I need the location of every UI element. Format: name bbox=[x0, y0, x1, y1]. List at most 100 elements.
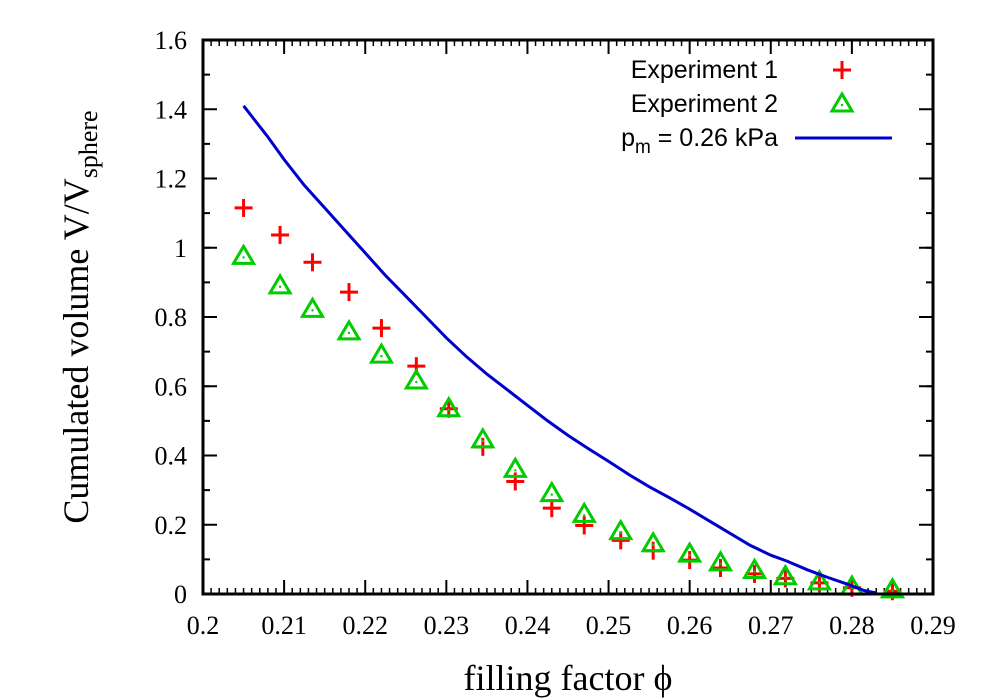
x-tick-label: 0.26 bbox=[667, 611, 713, 640]
plot-frame bbox=[201, 38, 935, 596]
y-axis-title: Cumulated volume V/Vsphere bbox=[56, 110, 103, 523]
x-tick-label: 0.27 bbox=[748, 611, 794, 640]
data-point-experiment-1 bbox=[234, 198, 253, 217]
x-axis-title-symbol: ϕ bbox=[653, 658, 672, 698]
data-point-experiment-1 bbox=[711, 559, 730, 578]
y-tick-label: 1.4 bbox=[155, 95, 188, 124]
model-curve bbox=[242, 104, 877, 595]
marker-dot bbox=[550, 493, 553, 496]
marker-dot bbox=[688, 553, 691, 557]
marker-dot bbox=[840, 103, 844, 107]
data-point-experiment-2 bbox=[470, 426, 496, 449]
marker-dot bbox=[447, 408, 450, 411]
marker-dot bbox=[719, 562, 722, 566]
marker-dot bbox=[784, 576, 787, 579]
marker-dot bbox=[380, 354, 383, 358]
y-axis-title-subscript: sphere bbox=[74, 110, 103, 178]
marker-dot bbox=[311, 309, 314, 312]
series-layer bbox=[230, 104, 906, 601]
marker-dot bbox=[891, 589, 894, 593]
marker-triangle bbox=[230, 243, 257, 265]
series-1 bbox=[234, 198, 902, 601]
marker-dot bbox=[514, 469, 517, 472]
marker-triangle bbox=[336, 318, 362, 341]
data-point-experiment-2 bbox=[403, 368, 429, 390]
x-tick-label: 0.22 bbox=[342, 611, 388, 640]
y-tick-label: 1.2 bbox=[155, 165, 188, 194]
legend-markers bbox=[795, 61, 892, 140]
marker-triangle bbox=[502, 456, 528, 478]
legend-label-experiment-2: Experiment 2 bbox=[631, 90, 778, 118]
legend-marker-experiment-1 bbox=[833, 61, 851, 79]
marker-triangle bbox=[470, 426, 496, 449]
data-point-experiment-1 bbox=[303, 253, 322, 272]
data-point-experiment-2 bbox=[230, 243, 257, 265]
y-tick-label: 1.6 bbox=[155, 26, 188, 55]
legend-marker-experiment-2 bbox=[829, 91, 855, 113]
x-axis-title: filling factor ϕ bbox=[464, 658, 673, 698]
data-point-experiment-2 bbox=[772, 563, 799, 586]
x-tick-label: 0.2 bbox=[187, 611, 220, 640]
data-point-experiment-2 bbox=[806, 568, 833, 591]
marker-dot bbox=[278, 285, 282, 289]
marker-dot bbox=[619, 531, 622, 534]
data-point-experiment-2 bbox=[571, 501, 597, 523]
marker-triangle bbox=[539, 480, 565, 503]
marker-triangle bbox=[368, 342, 395, 364]
data-point-experiment-1 bbox=[271, 225, 290, 244]
data-point-experiment-2 bbox=[368, 342, 395, 364]
marker-triangle bbox=[640, 530, 666, 553]
data-point-experiment-1 bbox=[745, 564, 764, 583]
data-point-experiment-1 bbox=[372, 319, 391, 338]
x-tick-label: 0.24 bbox=[505, 611, 551, 640]
x-axis-title-main: filling factor bbox=[464, 658, 654, 698]
marker-triangle bbox=[677, 541, 703, 563]
marker-triangle bbox=[772, 563, 799, 586]
data-point-experiment-2 bbox=[502, 456, 528, 478]
data-point-experiment-1 bbox=[611, 531, 630, 550]
data-point-experiment-2 bbox=[267, 272, 293, 295]
marker-dot bbox=[651, 543, 655, 546]
marker-triangle bbox=[608, 518, 634, 541]
marker-triangle bbox=[879, 576, 906, 599]
marker-triangle bbox=[829, 91, 855, 113]
data-point-experiment-2 bbox=[436, 395, 462, 418]
marker-triangle bbox=[436, 395, 462, 418]
y-tick-label: 0.6 bbox=[155, 372, 188, 401]
x-tick-label: 0.23 bbox=[424, 611, 470, 640]
x-tick-label: 0.21 bbox=[261, 611, 307, 640]
marker-dot bbox=[583, 514, 586, 517]
marker-triangle bbox=[403, 368, 429, 390]
series-3 bbox=[242, 104, 877, 595]
data-point-experiment-1 bbox=[340, 283, 358, 302]
marker-dot bbox=[753, 570, 756, 573]
x-tick-label: 0.25 bbox=[586, 611, 632, 640]
data-point-experiment-1 bbox=[575, 516, 594, 535]
legend-label-model-rest: = 0.26 kPa bbox=[651, 124, 778, 152]
y-tick-label: 0.4 bbox=[155, 442, 188, 471]
data-point-experiment-2 bbox=[677, 541, 703, 563]
marker-dot bbox=[481, 439, 485, 443]
legend-label-experiment-1: Experiment 1 bbox=[631, 56, 778, 84]
data-point-experiment-2 bbox=[539, 480, 565, 503]
x-tick-label: 0.28 bbox=[829, 611, 875, 640]
y-axis-title-main: Cumulated volume V/V bbox=[56, 178, 96, 523]
y-tick-label: 0.2 bbox=[155, 511, 188, 540]
marker-triangle bbox=[571, 501, 597, 523]
y-tick-label: 0 bbox=[174, 580, 187, 609]
marker-triangle bbox=[299, 296, 326, 318]
data-point-experiment-2 bbox=[640, 530, 666, 553]
marker-dot bbox=[415, 380, 418, 384]
data-point-experiment-2 bbox=[707, 549, 734, 572]
marker-dot bbox=[347, 331, 351, 335]
data-point-experiment-2 bbox=[879, 576, 906, 599]
data-point-experiment-2 bbox=[741, 557, 768, 579]
data-point-experiment-2 bbox=[299, 296, 326, 318]
series-2 bbox=[230, 243, 906, 599]
legend-label-model: pm = 0.26 kPa bbox=[621, 124, 778, 158]
legend-label-model-sub: m bbox=[635, 137, 651, 158]
marker-dot bbox=[242, 256, 245, 259]
x-tick-label: 0.29 bbox=[910, 611, 956, 640]
marker-triangle bbox=[267, 272, 293, 295]
